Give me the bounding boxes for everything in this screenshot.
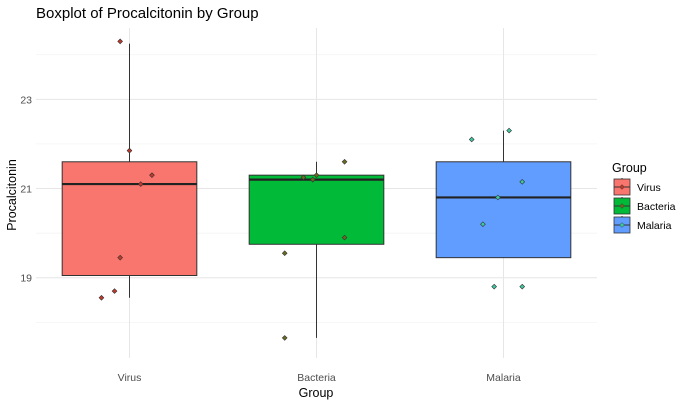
box-virus — [61, 43, 198, 298]
y-tick-label: 19 — [20, 273, 32, 285]
data-point — [506, 127, 512, 134]
x-tick-label: Bacteria — [297, 372, 336, 384]
y-tick-label: 21 — [20, 184, 32, 196]
data-points — [98, 38, 526, 341]
box-malaria — [435, 130, 572, 259]
data-point — [341, 234, 348, 241]
data-point — [126, 147, 133, 154]
box-body — [248, 174, 385, 245]
box-body — [61, 161, 198, 276]
y-axis-ticks: 19 21 23 — [20, 94, 32, 284]
legend-label: Malaria — [637, 220, 672, 232]
data-point — [495, 194, 501, 201]
legend-title: Group — [612, 161, 647, 175]
data-point — [117, 254, 123, 261]
x-axis-ticks: Virus Bacteria Malaria — [118, 372, 521, 384]
data-point — [491, 283, 497, 290]
data-point — [111, 288, 118, 294]
legend-key-point — [619, 203, 625, 209]
x-tick-label: Virus — [118, 372, 142, 384]
boxes — [61, 43, 572, 338]
legend-label: Bacteria — [637, 201, 676, 213]
data-point — [309, 176, 316, 183]
legend: Group Virus Bacteria Malaria — [612, 161, 676, 234]
x-tick-label: Malaria — [486, 372, 521, 384]
legend-item-virus: Virus — [613, 178, 661, 196]
data-point — [117, 38, 123, 45]
data-point — [313, 172, 320, 178]
data-point — [468, 136, 475, 143]
legend-item-bacteria: Bacteria — [613, 197, 676, 215]
legend-key-point — [619, 184, 625, 190]
legend-label: Virus — [637, 182, 661, 194]
box-bacteria — [248, 161, 385, 338]
data-point — [300, 174, 307, 181]
data-point — [519, 283, 526, 290]
data-point — [137, 181, 144, 187]
data-point — [341, 158, 348, 165]
data-point — [480, 221, 486, 228]
y-axis-title: Procalcitonin — [5, 159, 19, 231]
x-axis-title: Group — [299, 386, 334, 400]
data-point — [281, 335, 288, 341]
data-point — [98, 294, 105, 301]
legend-key-point — [619, 222, 625, 228]
legend-item-malaria: Malaria — [613, 216, 672, 234]
data-point — [281, 250, 288, 257]
data-point — [519, 179, 526, 185]
box-body — [435, 161, 572, 259]
chart-title: Boxplot of Procalcitonin by Group — [36, 5, 259, 22]
y-tick-label: 23 — [20, 94, 32, 106]
data-point — [149, 172, 155, 178]
